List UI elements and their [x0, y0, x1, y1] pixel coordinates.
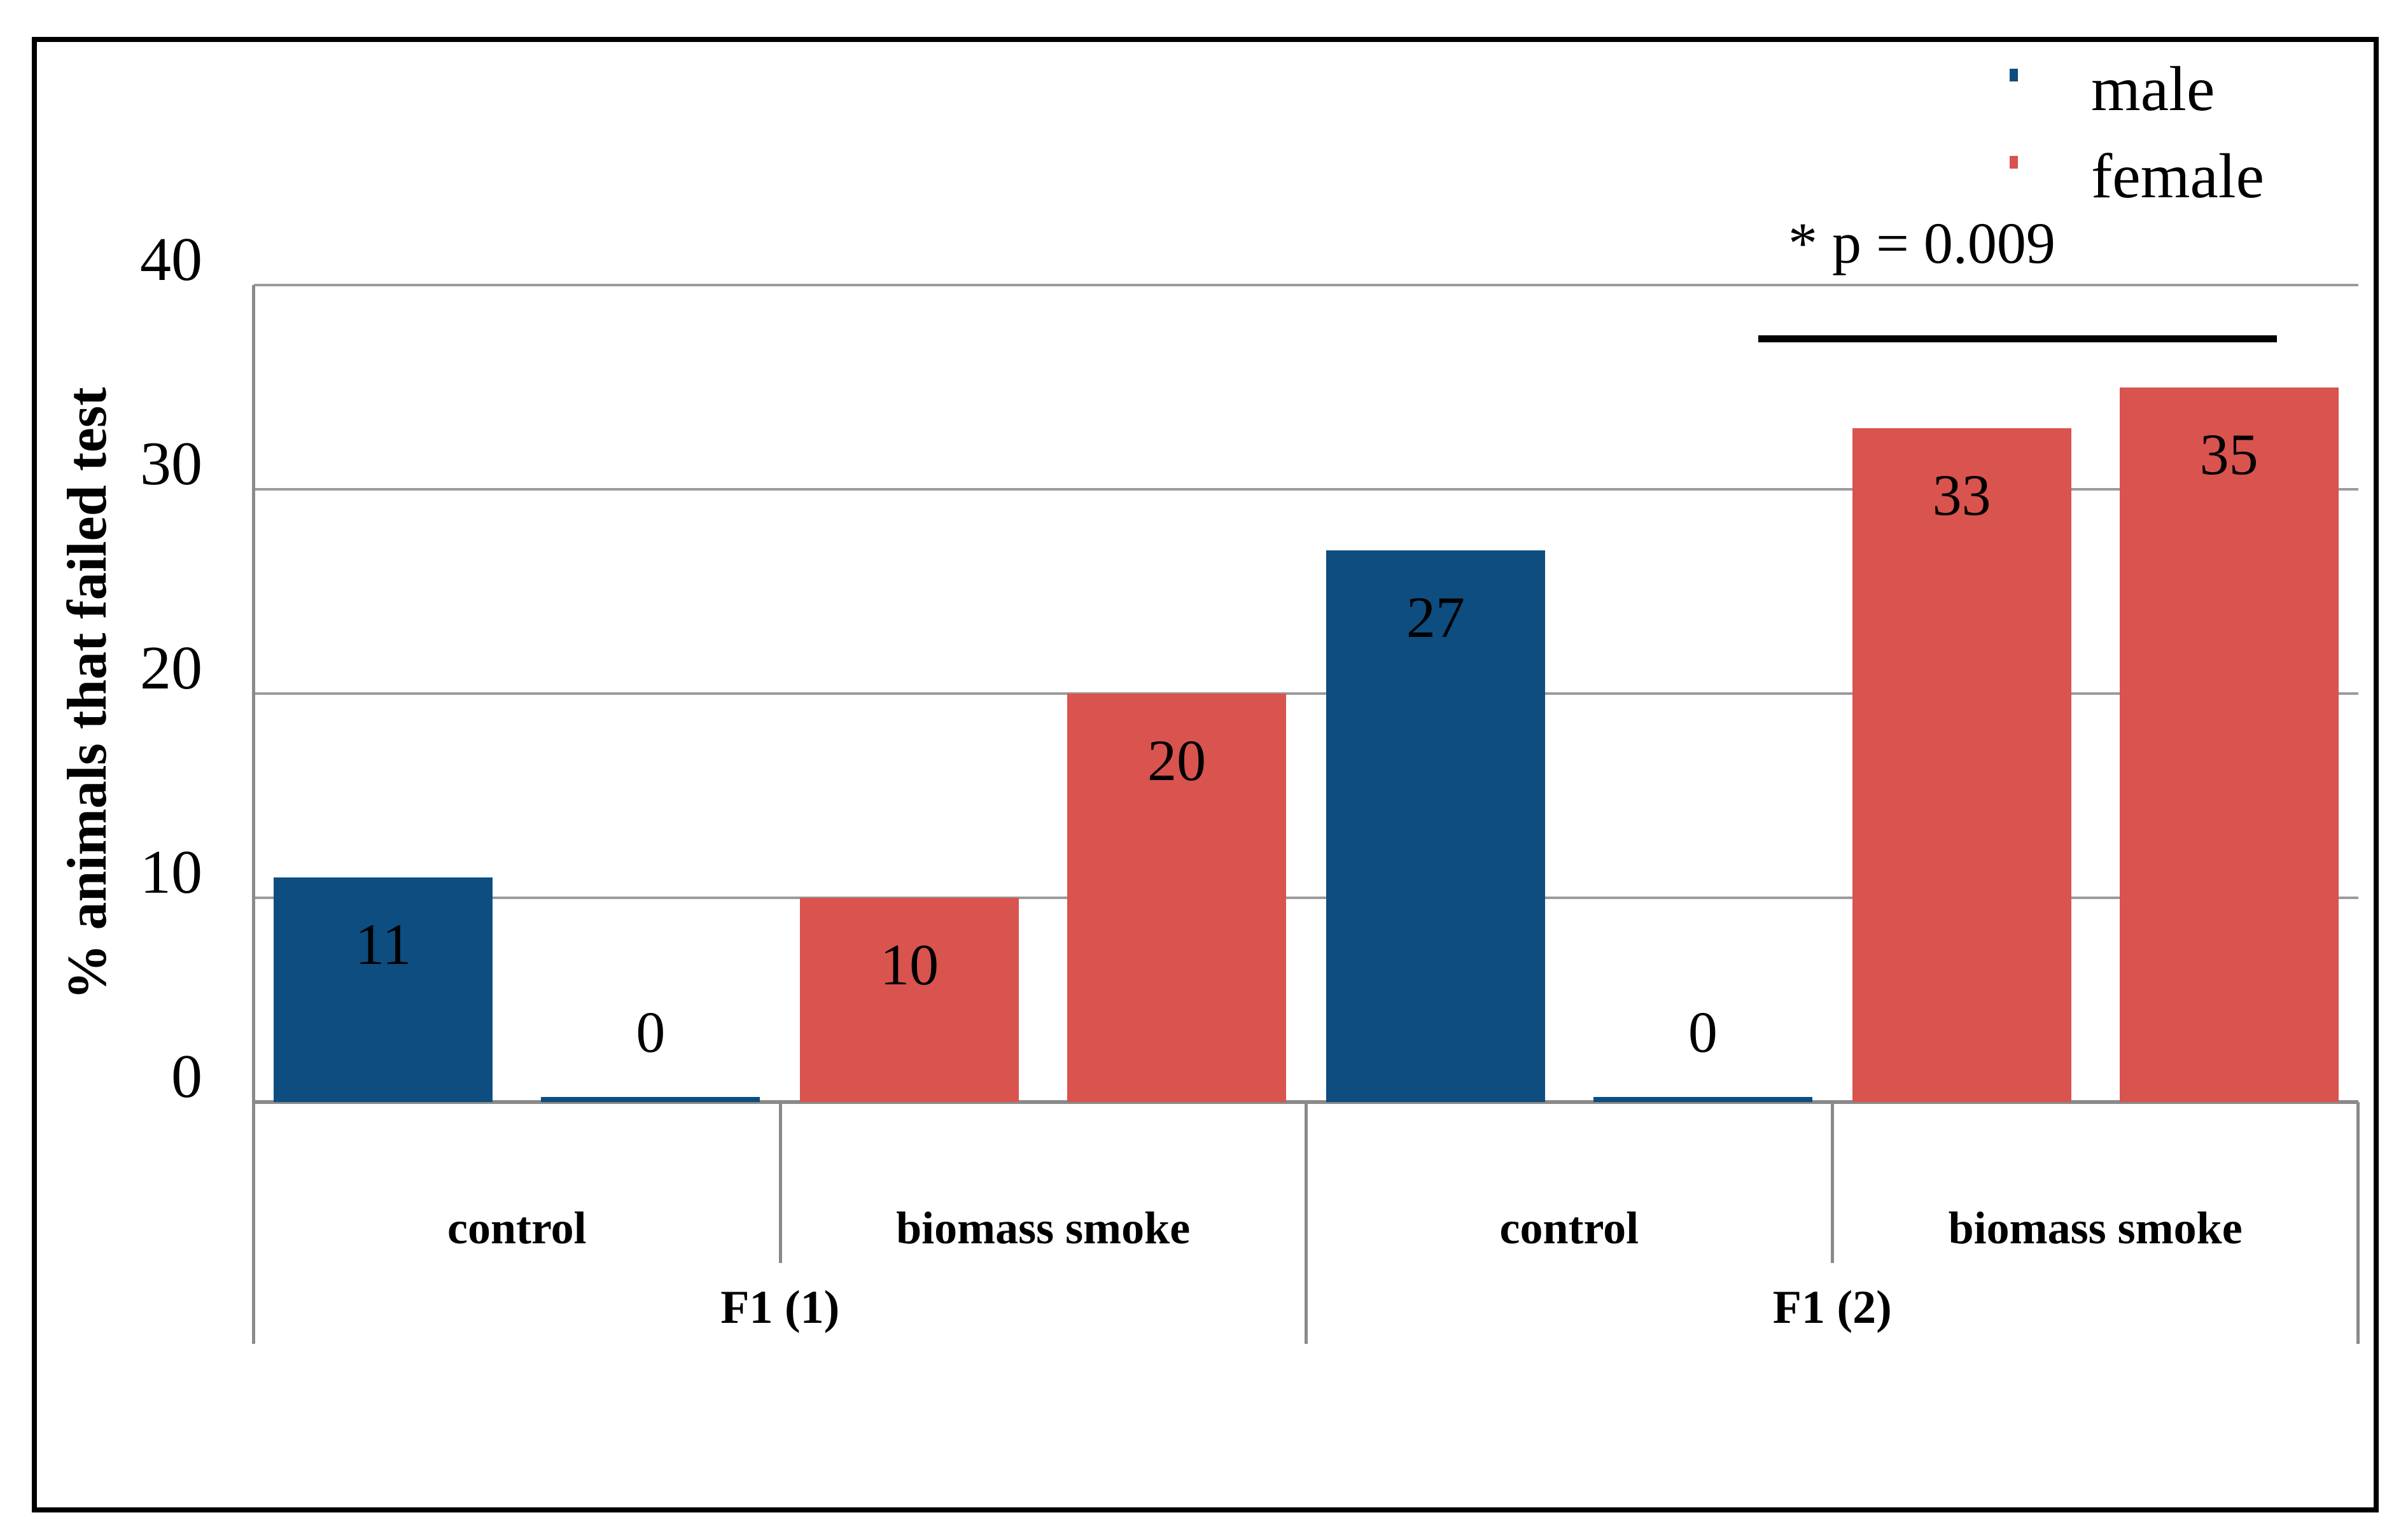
bar-value-label: 10 [880, 932, 939, 997]
bar [1852, 428, 2071, 1102]
bar [1067, 694, 1287, 1102]
condition-tick-divider [778, 1102, 782, 1263]
group-label: F1 (1) [720, 1281, 840, 1334]
y-tick-label: 0 [171, 1042, 202, 1111]
bar-value-label: 0 [1688, 1000, 1718, 1065]
condition-label: biomass smoke [1948, 1203, 2243, 1253]
bar [2119, 387, 2339, 1102]
bar [274, 877, 493, 1102]
y-tick-label: 40 [140, 225, 202, 294]
gridline [254, 897, 2358, 899]
bar-value-label: 0 [636, 1000, 666, 1065]
p-value-annotation: * p = 0.009 [1788, 211, 2055, 276]
legend-item-male: male [2010, 51, 2264, 138]
bar-value-label: 35 [2199, 421, 2258, 487]
bar-value-label: 33 [1932, 462, 1991, 527]
gridline [254, 692, 2358, 695]
condition-label: biomass smoke [896, 1203, 1191, 1253]
condition-tick-divider [1831, 1102, 1835, 1263]
y-tick-label: 30 [140, 429, 202, 498]
condition-label: control [447, 1203, 587, 1253]
bar-value-label: 20 [1147, 728, 1207, 793]
figure-border [32, 37, 2379, 1512]
bar-value-label: 11 [355, 911, 412, 977]
y-tick-label: 20 [140, 634, 202, 702]
group-tick-divider [1304, 1102, 1308, 1344]
bar-value-label: 27 [1406, 585, 1465, 650]
legend-item-female: female [2010, 138, 2264, 225]
y-axis-line [252, 285, 255, 1344]
male-series-swatch-icon [2010, 69, 2018, 81]
significance-line [1758, 335, 2277, 342]
legend-label-female: female [2091, 141, 2265, 211]
y-tick-label: 10 [140, 838, 202, 907]
gridline [254, 284, 2358, 286]
group-tick-divider [2356, 1102, 2360, 1344]
group-label: F1 (2) [1772, 1281, 1892, 1334]
legend: male female [2010, 51, 2264, 225]
female-series-swatch-icon [2010, 156, 2018, 169]
legend-label-male: male [2091, 53, 2215, 124]
bar [541, 1097, 760, 1102]
gridline [254, 488, 2358, 491]
bar [1326, 550, 1545, 1102]
bar [800, 898, 1019, 1102]
condition-label: control [1499, 1203, 1639, 1253]
bar [1593, 1097, 1812, 1102]
